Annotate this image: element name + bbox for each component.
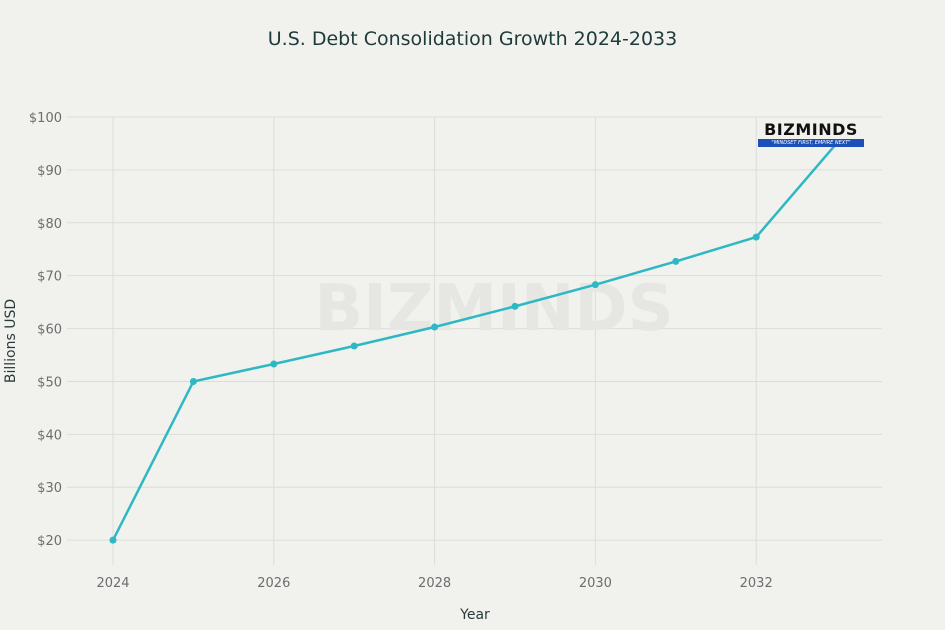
y-axis-label: Billions USD [3,299,19,383]
y-tick-label: $20 [37,534,62,549]
x-tick-label: 2032 [740,576,773,591]
y-tick-label: $80 [37,217,62,232]
x-tick-label: 2028 [418,576,451,591]
series-line [111,142,838,541]
grid [67,116,882,565]
x-tick-label: 2026 [257,576,290,591]
bizminds-logo: BIZMINDS "MINDSET FIRST, EMPIRE NEXT" [758,121,864,147]
logo-tagline: "MINDSET FIRST, EMPIRE NEXT" [758,139,864,147]
y-tick-label: $50 [37,375,62,390]
y-tick-label: $30 [37,481,62,496]
y-tick-label: $100 [29,111,62,126]
y-tick-label: $40 [37,428,62,443]
data-point [511,302,519,310]
logo-name: BIZMINDS [764,120,858,139]
x-tick-label: 2024 [96,576,129,591]
x-tick-label: 2030 [579,576,612,591]
y-tick-label: $90 [37,164,62,179]
data-point [752,233,760,241]
chart-title: U.S. Debt Consolidation Growth 2024-2033 [267,28,678,50]
watermark-text: BIZMINDS [314,272,673,346]
data-point [270,360,278,368]
data-point [189,377,197,385]
data-point [109,536,117,544]
y-tick-label: $70 [37,270,62,285]
y-tick-label: $60 [37,323,62,338]
data-point [431,323,439,331]
data-point [672,257,680,265]
data-point [591,281,599,289]
x-axis-label: Year [459,607,490,623]
data-point [350,342,358,350]
